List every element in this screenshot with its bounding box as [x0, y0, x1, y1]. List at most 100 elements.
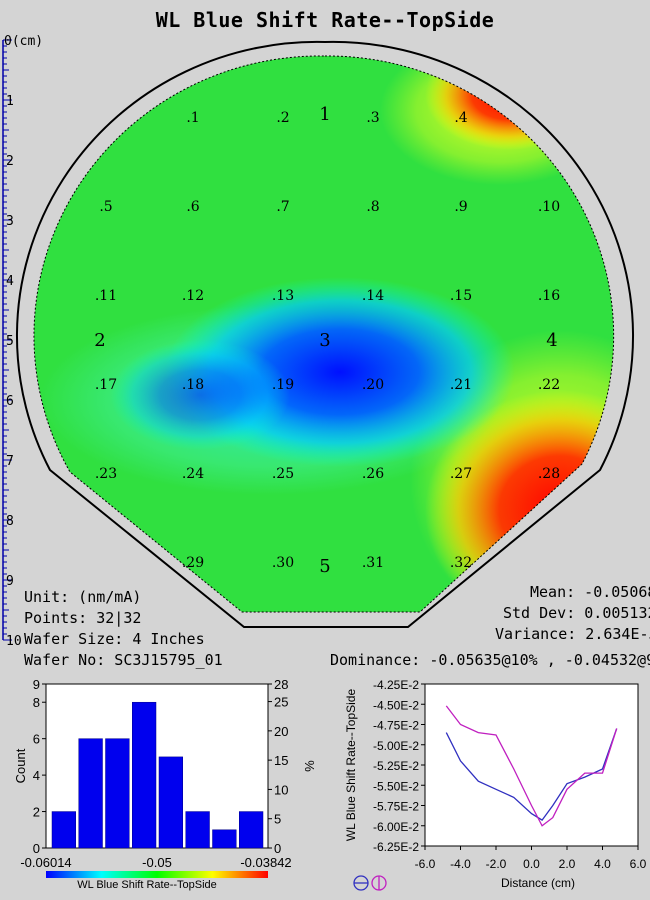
line-x-tick-label: -4.0 — [450, 857, 471, 871]
line-y-label: WL Blue Shift Rate--TopSide — [344, 689, 358, 842]
wafer-point-label: .9 — [454, 199, 467, 215]
heatmap-blue-left — [110, 340, 290, 450]
wafer-point-label: .2 — [276, 110, 289, 126]
line-y-tick-label: -5.00E-2 — [373, 739, 419, 753]
wafer-region-label: 2 — [94, 330, 105, 351]
histogram-bar — [239, 811, 264, 849]
histogram-bar — [78, 738, 103, 849]
ruler-tick-label: 9 — [6, 574, 14, 589]
histogram-y-tick-label: 9 — [33, 677, 40, 692]
wafer-point-label: .5 — [99, 199, 112, 215]
histogram-right-tick-label: 10 — [274, 782, 288, 797]
histogram-x-tick-label: -0.03842 — [240, 855, 291, 870]
histogram-y-tick-label: 8 — [33, 695, 40, 710]
histogram-bar — [132, 701, 157, 849]
histogram-right-tick-label: 28 — [274, 677, 288, 692]
std-dev-label: Std Dev: 0.005132 — [503, 604, 650, 622]
wafer-point-label: .29 — [182, 555, 204, 571]
line-x-tick-label: 0.0 — [523, 857, 540, 871]
wafer-region-label: 1 — [319, 104, 330, 125]
line-y-tick-label: -6.25E-2 — [373, 840, 419, 854]
histogram-y-tick-label: 0 — [33, 841, 40, 856]
wafer-outline — [15, 40, 635, 628]
page-title: WL Blue Shift Rate--TopSide — [155, 8, 495, 32]
wafer-point-label: .27 — [450, 466, 472, 482]
variance-label: Variance: 2.634E-5 — [495, 625, 650, 643]
ruler-tick-label: 5 — [6, 334, 14, 349]
unit-label: Unit: (nm/mA) — [24, 588, 142, 606]
wafer-point-label: .13 — [272, 288, 294, 304]
horizontal-direction-icon — [353, 875, 369, 891]
vertical-direction-icon — [371, 875, 387, 891]
histogram-right-tick-label: 25 — [274, 695, 288, 710]
line-y-tick-label: -5.75E-2 — [373, 800, 419, 814]
histogram-right-tick-label: 0 — [274, 841, 281, 856]
profile-line-chart: -4.25E-2 -4.50E-2 -4.75E-2 -5.00E-2 -5.25E-2… — [344, 678, 647, 891]
line-y-tick-label: -6.00E-2 — [373, 820, 419, 834]
histogram-chart: 0 2 4 6 8 9 0 5 10 15 20 25 28 Count % -0.06014 -0.05 -0.… — [13, 677, 317, 891]
wafer-point-label: .16 — [538, 288, 560, 304]
histogram-y-label: Count — [13, 748, 28, 783]
histogram-bar — [212, 829, 237, 849]
wafer-point-label: .17 — [95, 377, 117, 393]
line-x-tick-label: -6.0 — [415, 857, 436, 871]
line-x-tick-label: 6.0 — [630, 857, 647, 871]
wafer-point-label: .19 — [272, 377, 294, 393]
wafer-point-label: .32 — [450, 555, 472, 571]
ruler-tick-label: 3 — [6, 214, 14, 229]
line-y-tick-label: -4.50E-2 — [373, 698, 419, 712]
histogram-y-tick-label: 2 — [33, 805, 40, 820]
wafer-size-label: Wafer Size: 4 Inches — [24, 630, 205, 648]
mean-label: Mean: -0.05068 — [530, 583, 650, 601]
histogram-x-tick-label: -0.06014 — [20, 855, 71, 870]
histogram-y-tick-label: 4 — [33, 768, 40, 783]
ruler-tick-label: 1 — [6, 94, 14, 109]
wafer-point-label: .30 — [272, 555, 294, 571]
ruler-tick-label: 10 — [6, 634, 22, 649]
line-x-label: Distance (cm) — [501, 876, 575, 890]
wafer-point-label: .18 — [182, 377, 204, 393]
wafer-map: .1 .2 .3 .4 .5 .6 .7 .8 .9 .10 .11 .12 .13 .14 .15 .16.… — [15, 40, 635, 628]
wafer-point-label: .7 — [276, 199, 289, 215]
line-y-tick-label: -4.75E-2 — [373, 719, 419, 733]
histogram-bar — [185, 811, 210, 849]
wafer-inner-border — [33, 55, 615, 613]
histogram-right-label: % — [302, 760, 317, 772]
wafer-point-label: .28 — [538, 466, 560, 482]
line-series — [445, 705, 618, 827]
wafer-point-label: .31 — [362, 555, 384, 571]
ruler-tick-label: 4 — [6, 274, 14, 289]
line-plot-area — [424, 683, 639, 847]
wafer-point-label: .6 — [186, 199, 199, 215]
wafer-point-label: .24 — [182, 466, 204, 482]
line-y-tick-label: -5.50E-2 — [373, 779, 419, 793]
ruler-tick-label: 8 — [6, 514, 14, 529]
wafer-point-label: .1 — [186, 110, 199, 126]
histogram-right-tick-label: 20 — [274, 724, 288, 739]
points-label: Points: 32|32 — [24, 609, 142, 627]
wafer-point-label: .10 — [538, 199, 560, 215]
wafer-point-label: .8 — [366, 199, 379, 215]
dominance-label: Dominance: -0.05635@10% , -0.04532@90% — [330, 651, 650, 669]
color-scale-bar — [46, 871, 268, 878]
line-y-tick-label: -4.25E-2 — [373, 678, 419, 692]
line-x-tick-label: 2.0 — [559, 857, 576, 871]
histogram-x-tick-label: -0.05 — [142, 855, 172, 870]
heatmap-yellow-top — [380, 55, 614, 185]
ruler-tick-label: 2 — [6, 154, 14, 169]
wafer-point-label: .15 — [450, 288, 472, 304]
wafer-region-label: 5 — [319, 556, 330, 577]
wafer-point-label: .4 — [454, 110, 467, 126]
wafer-no-label: Wafer No: SC3J15795_01 — [24, 651, 223, 669]
line-x-tick-label: 4.0 — [594, 857, 611, 871]
histogram-x-label: WL Blue Shift Rate--TopSide — [77, 879, 217, 891]
heatmap-red-top — [425, 55, 595, 150]
histogram-bar — [51, 811, 76, 849]
wafer-point-label: .26 — [362, 466, 384, 482]
histogram-right-tick-label: 5 — [274, 812, 281, 827]
wafer-region-label: 3 — [319, 330, 330, 351]
histogram-bar — [105, 738, 130, 849]
wafer-point-label: .22 — [538, 377, 560, 393]
wafer-point-label: .14 — [362, 288, 384, 304]
